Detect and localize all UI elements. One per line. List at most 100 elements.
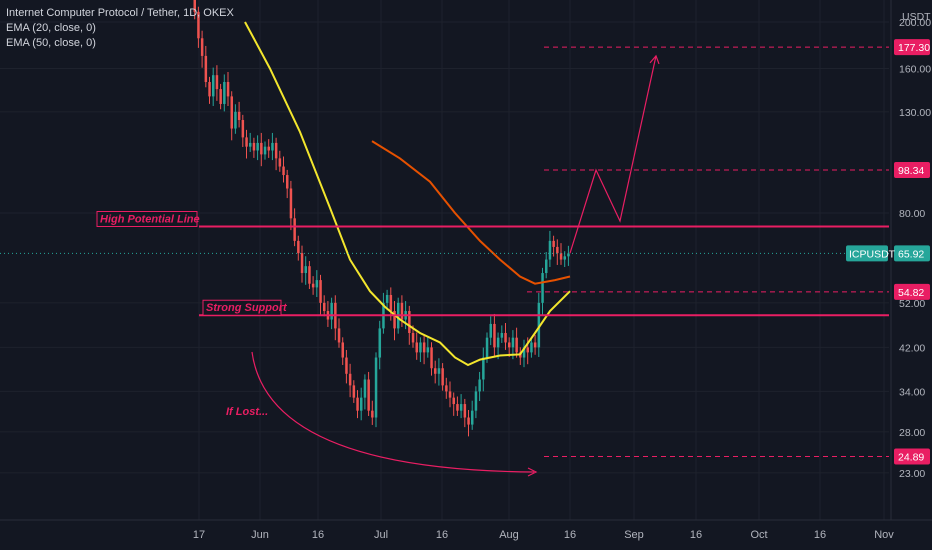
price-tag-label: 54.82: [898, 287, 924, 299]
strong-support-label-box: [202, 299, 282, 316]
candle-down: [293, 218, 296, 241]
ema-20-legend[interactable]: EMA (20, close, 0): [6, 22, 96, 34]
candle-up: [485, 337, 489, 358]
price-tag-last: [894, 245, 930, 262]
candle-up: [271, 142, 274, 151]
candle-down: [559, 253, 563, 260]
candle-down: [245, 137, 248, 147]
candle-down: [193, 0, 196, 12]
price-tag-target: [894, 448, 930, 465]
candle-up: [234, 111, 237, 129]
candle-down: [260, 142, 263, 155]
time-tick-label: Nov: [874, 529, 894, 541]
candle-down: [389, 294, 393, 312]
chart-legend: Internet Computer Protocol / Tether, 1D,…: [6, 6, 234, 51]
candle-down: [282, 166, 285, 176]
candle-up: [249, 142, 252, 147]
candle-down: [300, 253, 304, 274]
candle-down: [274, 142, 278, 159]
price-tag-target: [894, 162, 930, 179]
time-tick-label: 16: [436, 529, 448, 541]
if-lost-label: If Lost...: [226, 406, 268, 418]
candle-up: [489, 323, 492, 338]
candle-down: [241, 120, 245, 138]
ema-50-legend[interactable]: EMA (50, close, 0): [6, 37, 96, 49]
candle-up: [304, 266, 307, 274]
candle-down: [504, 332, 507, 343]
candle-up: [478, 379, 481, 392]
drawings: High Potential Line Strong Support If Lost…: [0, 46, 889, 477]
candle-down: [230, 96, 233, 129]
candle-down: [533, 342, 537, 348]
price-tick-label: 160.00: [899, 64, 931, 76]
if-lost-arrow: [251, 351, 535, 473]
candle-down: [526, 347, 529, 353]
symbol-title[interactable]: Internet Computer Protocol / Tether, 1D,…: [6, 7, 234, 19]
candle-down: [445, 385, 448, 392]
price-tag-target: [894, 283, 930, 300]
time-tick-label: Jul: [374, 529, 388, 541]
candle-down: [215, 75, 219, 90]
candle-up: [545, 259, 548, 274]
candle-up: [548, 240, 552, 260]
grid-lines: [0, 0, 889, 520]
price-axis[interactable]: 240.00200.00160.00130.0080.0052.0042.003…: [890, 0, 931, 520]
candle-down: [430, 347, 433, 369]
candle-down: [456, 404, 459, 411]
candle-down: [367, 379, 370, 411]
price-tick-label: 200.00: [899, 17, 931, 29]
candle-up: [482, 357, 485, 380]
strong-support-label: Strong Support: [206, 302, 288, 314]
high-potential-label: High Potential Line: [100, 214, 200, 226]
price-tag-label: 177.30: [898, 42, 930, 54]
candle-down: [337, 328, 341, 343]
candle-down: [348, 373, 352, 386]
candle-up: [263, 146, 267, 155]
candle-down: [323, 302, 326, 312]
price-tick-label: 80.00: [899, 208, 925, 220]
projection-arrow-head: [649, 54, 660, 65]
time-tick-label: 16: [690, 529, 702, 541]
candle-up: [426, 347, 430, 353]
candle-down: [237, 111, 241, 121]
candle-down: [278, 158, 282, 167]
candle-down: [197, 11, 200, 39]
time-axis[interactable]: 17 Jun 16 Jul 16 Aug 16 Sep 16 Oct 16 Nov: [0, 519, 932, 541]
candle-up: [511, 337, 515, 348]
candle-down: [467, 417, 470, 425]
candle-up: [363, 379, 367, 398]
high-potential-label-box: [96, 211, 198, 228]
candle-down: [286, 175, 289, 189]
candle-down: [297, 240, 300, 254]
candle-down: [226, 82, 230, 97]
price-tag-label: 65.92: [898, 248, 924, 260]
candle-up: [522, 347, 526, 358]
candle-down: [289, 188, 293, 219]
candle-down: [319, 280, 322, 303]
candle-down: [352, 385, 356, 398]
candle-up: [474, 391, 478, 411]
candle-down: [341, 342, 344, 358]
candle-down: [267, 146, 270, 151]
ema-20-line: [244, 21, 571, 367]
time-tick-label: 16: [312, 529, 324, 541]
candle-up: [567, 253, 570, 257]
price-tag-label: 24.89: [898, 451, 924, 463]
candle-down: [448, 391, 452, 398]
candle-down: [345, 357, 348, 374]
candle-up: [374, 357, 378, 418]
candle-up: [385, 294, 389, 303]
candle-down: [515, 337, 518, 353]
candle-down: [311, 283, 315, 288]
price-tick-label: 34.00: [899, 386, 925, 398]
candle-up: [459, 404, 463, 411]
time-tick-label: Sep: [624, 529, 644, 541]
symbol-tag: [846, 245, 888, 262]
candle-up: [315, 280, 319, 288]
candle-down: [441, 368, 444, 386]
ema-layer: [244, 21, 571, 367]
candle-down: [411, 332, 415, 343]
price-tick-label: 42.00: [899, 342, 925, 354]
